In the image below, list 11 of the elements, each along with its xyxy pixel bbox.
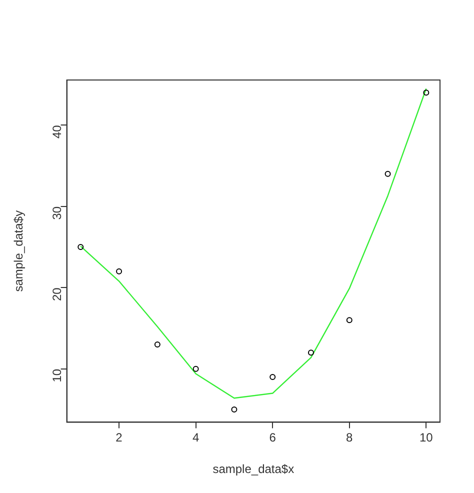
y-axis-title: sample_data$y	[12, 210, 26, 292]
x-axis-title: sample_data$x	[212, 462, 294, 476]
y-tick-label: 30	[50, 206, 64, 220]
x-tick-label: 8	[346, 430, 354, 445]
x-tick-label: 10	[420, 430, 434, 445]
y-tick-label: 20	[50, 287, 64, 302]
x-tick-label: 2	[116, 430, 123, 445]
y-tick-label: 40	[50, 124, 64, 139]
x-tick-label: 4	[192, 430, 200, 445]
y-tick-label: 10	[50, 368, 64, 382]
x-tick-label: 6	[269, 430, 276, 445]
